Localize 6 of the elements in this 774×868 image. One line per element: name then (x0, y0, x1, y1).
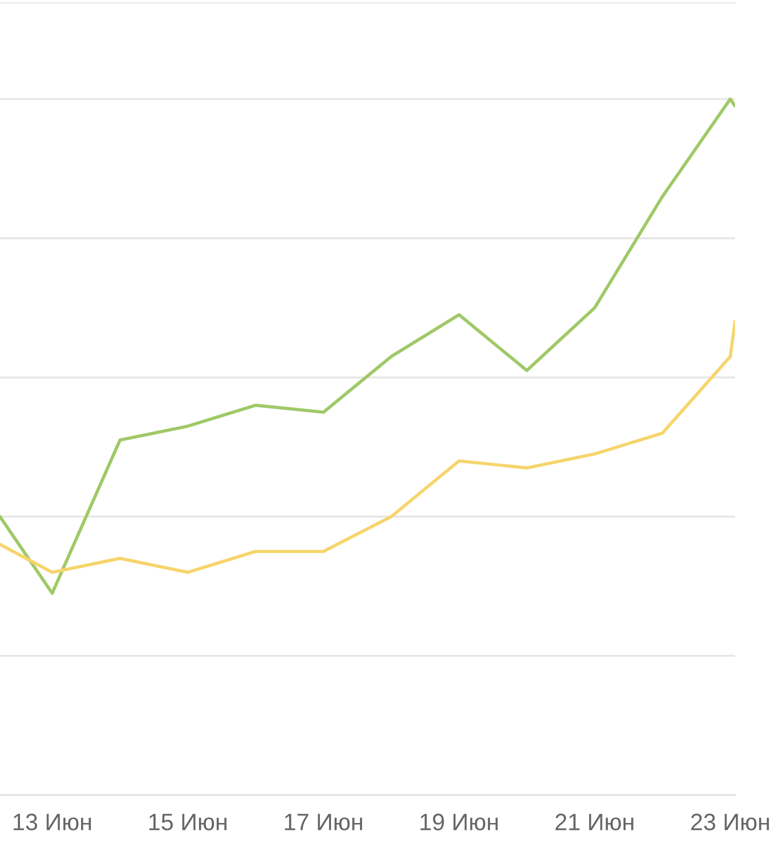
x-tick-label: 23 Июн (691, 814, 769, 830)
x-tick-label: 17 Июн (284, 814, 362, 830)
x-tick-label: 19 Июн (420, 814, 498, 830)
x-tick-label: 15 Июн (149, 814, 226, 830)
x-tick-label: 13 Июн (14, 814, 91, 830)
x-tick-label: 21 Июн (556, 814, 634, 830)
